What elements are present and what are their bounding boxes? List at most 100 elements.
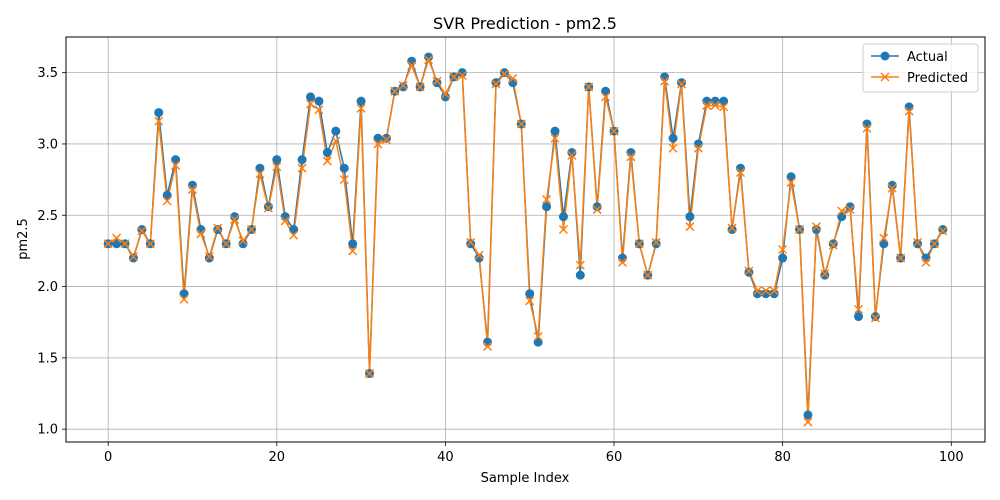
data-point-predicted: [778, 244, 788, 255]
data-point-actual: [693, 139, 703, 149]
data-point-actual: [230, 212, 240, 222]
series-markers: [103, 52, 948, 427]
data-point-predicted: [685, 222, 695, 232]
data-point-actual: [828, 239, 838, 249]
data-point-actual: [904, 102, 914, 112]
data-point-predicted: [162, 196, 172, 206]
y-tick-label: 3.0: [37, 137, 58, 152]
data-point-actual: [870, 312, 880, 322]
data-point-predicted: [693, 143, 703, 153]
data-point-predicted: [845, 205, 855, 215]
data-point-actual: [432, 78, 442, 88]
data-point-actual: [398, 82, 408, 92]
data-point-predicted: [398, 80, 408, 91]
data-point-actual: [348, 239, 358, 249]
data-point-actual: [331, 126, 341, 136]
data-point-predicted: [828, 240, 838, 250]
data-point-actual: [457, 68, 467, 78]
data-point-actual: [171, 155, 181, 165]
data-point-actual: [752, 289, 762, 299]
data-point-actual: [921, 253, 931, 263]
data-point-actual: [735, 163, 745, 173]
data-point-predicted: [575, 260, 585, 270]
data-point-actual: [744, 267, 754, 277]
data-point-actual: [196, 225, 206, 235]
x-tick-label: 80: [774, 450, 791, 465]
data-point-actual: [601, 86, 611, 96]
data-point-actual: [719, 96, 729, 106]
data-point-actual: [761, 289, 771, 299]
data-point-predicted: [432, 76, 442, 86]
data-point-predicted: [879, 233, 889, 243]
data-point-actual: [424, 52, 434, 62]
data-point-predicted: [322, 156, 332, 166]
data-point-predicted: [407, 60, 417, 71]
data-point-predicted: [904, 106, 914, 116]
y-tick-label: 1.0: [37, 423, 58, 438]
data-point-predicted: [390, 86, 400, 96]
data-point-predicted: [744, 266, 754, 276]
data-point-predicted: [626, 152, 636, 162]
data-point-actual: [213, 225, 223, 235]
y-tick-label: 2.5: [37, 209, 58, 224]
data-point-actual: [558, 212, 568, 222]
data-point-predicted: [474, 250, 484, 260]
data-point-actual: [440, 92, 450, 102]
data-point-actual: [727, 225, 737, 235]
data-point-actual: [306, 92, 316, 102]
x-axis-ticks: 0 20 40 60 80 100: [104, 442, 964, 465]
x-axis-label: Sample Index: [481, 471, 570, 486]
data-point-predicted: [542, 195, 552, 205]
data-point-predicted: [204, 252, 214, 262]
data-point-predicted: [660, 76, 670, 86]
data-point-predicted: [314, 105, 324, 115]
data-point-actual: [769, 289, 779, 299]
data-point-actual: [280, 212, 290, 222]
data-point-predicted: [752, 286, 762, 296]
data-point-actual: [204, 253, 214, 263]
data-point-predicted: [727, 223, 737, 233]
data-point-actual: [238, 239, 248, 249]
data-point-predicted: [449, 72, 459, 82]
data-point-predicted: [499, 69, 509, 79]
data-point-predicted: [508, 73, 518, 83]
data-point-predicted: [112, 233, 122, 243]
data-point-predicted: [794, 224, 805, 235]
data-point-predicted: [525, 296, 535, 306]
data-point-predicted: [592, 205, 602, 215]
series-lines: [107, 56, 944, 423]
data-point-actual: [651, 239, 661, 249]
data-point-actual: [542, 202, 552, 212]
data-point-predicted: [676, 79, 687, 89]
data-point-actual: [879, 239, 889, 249]
data-point-actual: [508, 78, 518, 88]
data-point-predicted: [617, 257, 627, 267]
data-point-actual: [887, 180, 897, 190]
data-point-predicted: [381, 135, 391, 145]
data-point-predicted: [179, 294, 189, 304]
y-axis-ticks: 1.0 1.5 2.0 2.5 3.0 3.5: [37, 66, 66, 438]
data-point-predicted: [820, 269, 830, 279]
data-point-actual: [685, 212, 695, 222]
data-point-predicted: [415, 82, 425, 92]
data-point-predicted: [305, 99, 316, 109]
data-point-predicted: [516, 119, 526, 129]
y-axis-label: pm2.5: [16, 218, 31, 260]
data-point-actual: [373, 133, 383, 143]
data-point-predicted: [710, 100, 720, 110]
data-point-actual: [339, 163, 349, 173]
data-point-actual: [289, 225, 299, 235]
y-tick-label: 2.0: [37, 280, 58, 295]
data-point-predicted: [533, 331, 543, 342]
data-point-predicted: [272, 162, 282, 172]
data-point-actual: [356, 96, 366, 106]
data-point-predicted: [567, 150, 577, 160]
data-point-actual: [575, 270, 585, 280]
data-point-actual: [660, 72, 670, 82]
data-point-actual: [778, 253, 788, 263]
data-point-actual: [263, 202, 273, 212]
data-point-predicted: [651, 237, 661, 247]
data-point-predicted: [263, 203, 273, 213]
data-point-actual: [491, 78, 501, 88]
data-point-predicted: [221, 239, 231, 249]
